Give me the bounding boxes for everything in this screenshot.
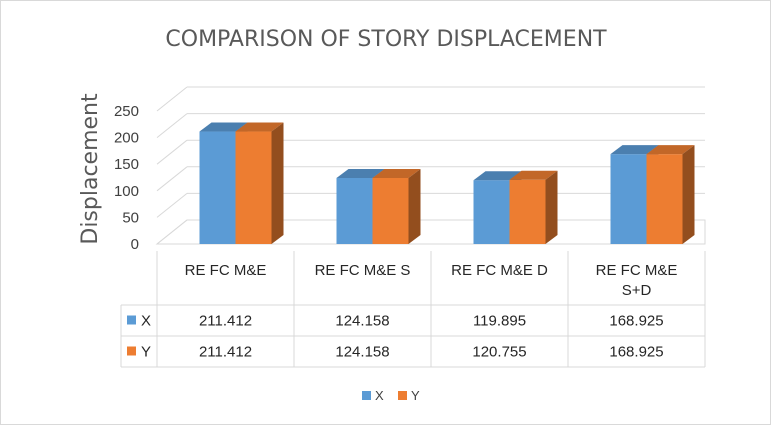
data-label: 120.755 (472, 344, 526, 361)
y-tick-label: 50 (122, 209, 139, 226)
bar-front (646, 154, 683, 244)
bar-top (646, 145, 695, 155)
y-tick-label: 100 (114, 183, 139, 200)
y-tick-label: 0 (131, 236, 139, 253)
category-label: S+D (622, 282, 652, 299)
bar-top (235, 122, 284, 132)
data-label: 124.158 (335, 313, 389, 330)
y-axis-label: Displacement (78, 93, 103, 245)
y-tick-label: 250 (114, 103, 139, 120)
bar-top (372, 168, 421, 178)
y-tick-label: 200 (114, 130, 139, 147)
bar-X-3 (610, 145, 659, 244)
data-label: 168.925 (609, 344, 663, 361)
legend-swatch (362, 391, 371, 400)
gridline-side (156, 86, 188, 112)
bar-top (509, 170, 558, 180)
bar-top (199, 122, 248, 132)
bar-top (610, 145, 659, 155)
row-key-swatch (127, 315, 136, 325)
data-label: 211.412 (199, 313, 252, 330)
category-label: RE FC M&E (596, 262, 678, 279)
bar-Y-3 (646, 145, 695, 244)
category-label: RE FC M&E S (315, 262, 411, 279)
data-table: RE FC M&E RE FC M&E S RE FC M&E D RE FC M&E… (120, 251, 706, 368)
bar-top (473, 171, 522, 181)
bar-front (199, 131, 236, 244)
bar-side (408, 168, 421, 244)
bar-front (610, 154, 647, 244)
bar-front (509, 179, 546, 244)
category-label: RE FC M&E (185, 262, 267, 279)
bars (199, 122, 695, 244)
data-label: 168.925 (609, 313, 663, 330)
chart-title: COMPARISON OF STORY DISPLACEMENT (165, 27, 607, 52)
bar-Y-1 (372, 168, 421, 244)
bar-Y-2 (509, 170, 558, 244)
gridline-side (156, 139, 188, 165)
y-tick-labels: 0 50 100 150 200 250 (114, 103, 139, 253)
bar-front (473, 180, 510, 244)
bar-side (682, 145, 695, 244)
y-tick-label: 150 (114, 156, 139, 173)
bar-Y-0 (235, 122, 284, 244)
data-label: 124.158 (335, 344, 389, 361)
category-label: RE FC M&E D (451, 262, 548, 279)
bar-side (545, 170, 558, 244)
data-label: 211.412 (199, 344, 252, 361)
row-series-name: Y (141, 344, 151, 361)
gridline-side (156, 193, 188, 218)
bar-side (271, 122, 284, 244)
data-label: 119.895 (473, 313, 526, 330)
row-key-swatch (127, 346, 136, 356)
legend-entry: X (375, 388, 384, 403)
gridline-side (156, 113, 188, 138)
row-series-name: X (141, 313, 151, 330)
bar-front (372, 177, 409, 244)
bar-front (336, 177, 373, 244)
legend-entry: Y (411, 388, 420, 403)
gridline-side (156, 166, 188, 192)
bar-top (336, 168, 385, 178)
legend-swatch (398, 391, 407, 400)
bar-front (235, 131, 272, 244)
